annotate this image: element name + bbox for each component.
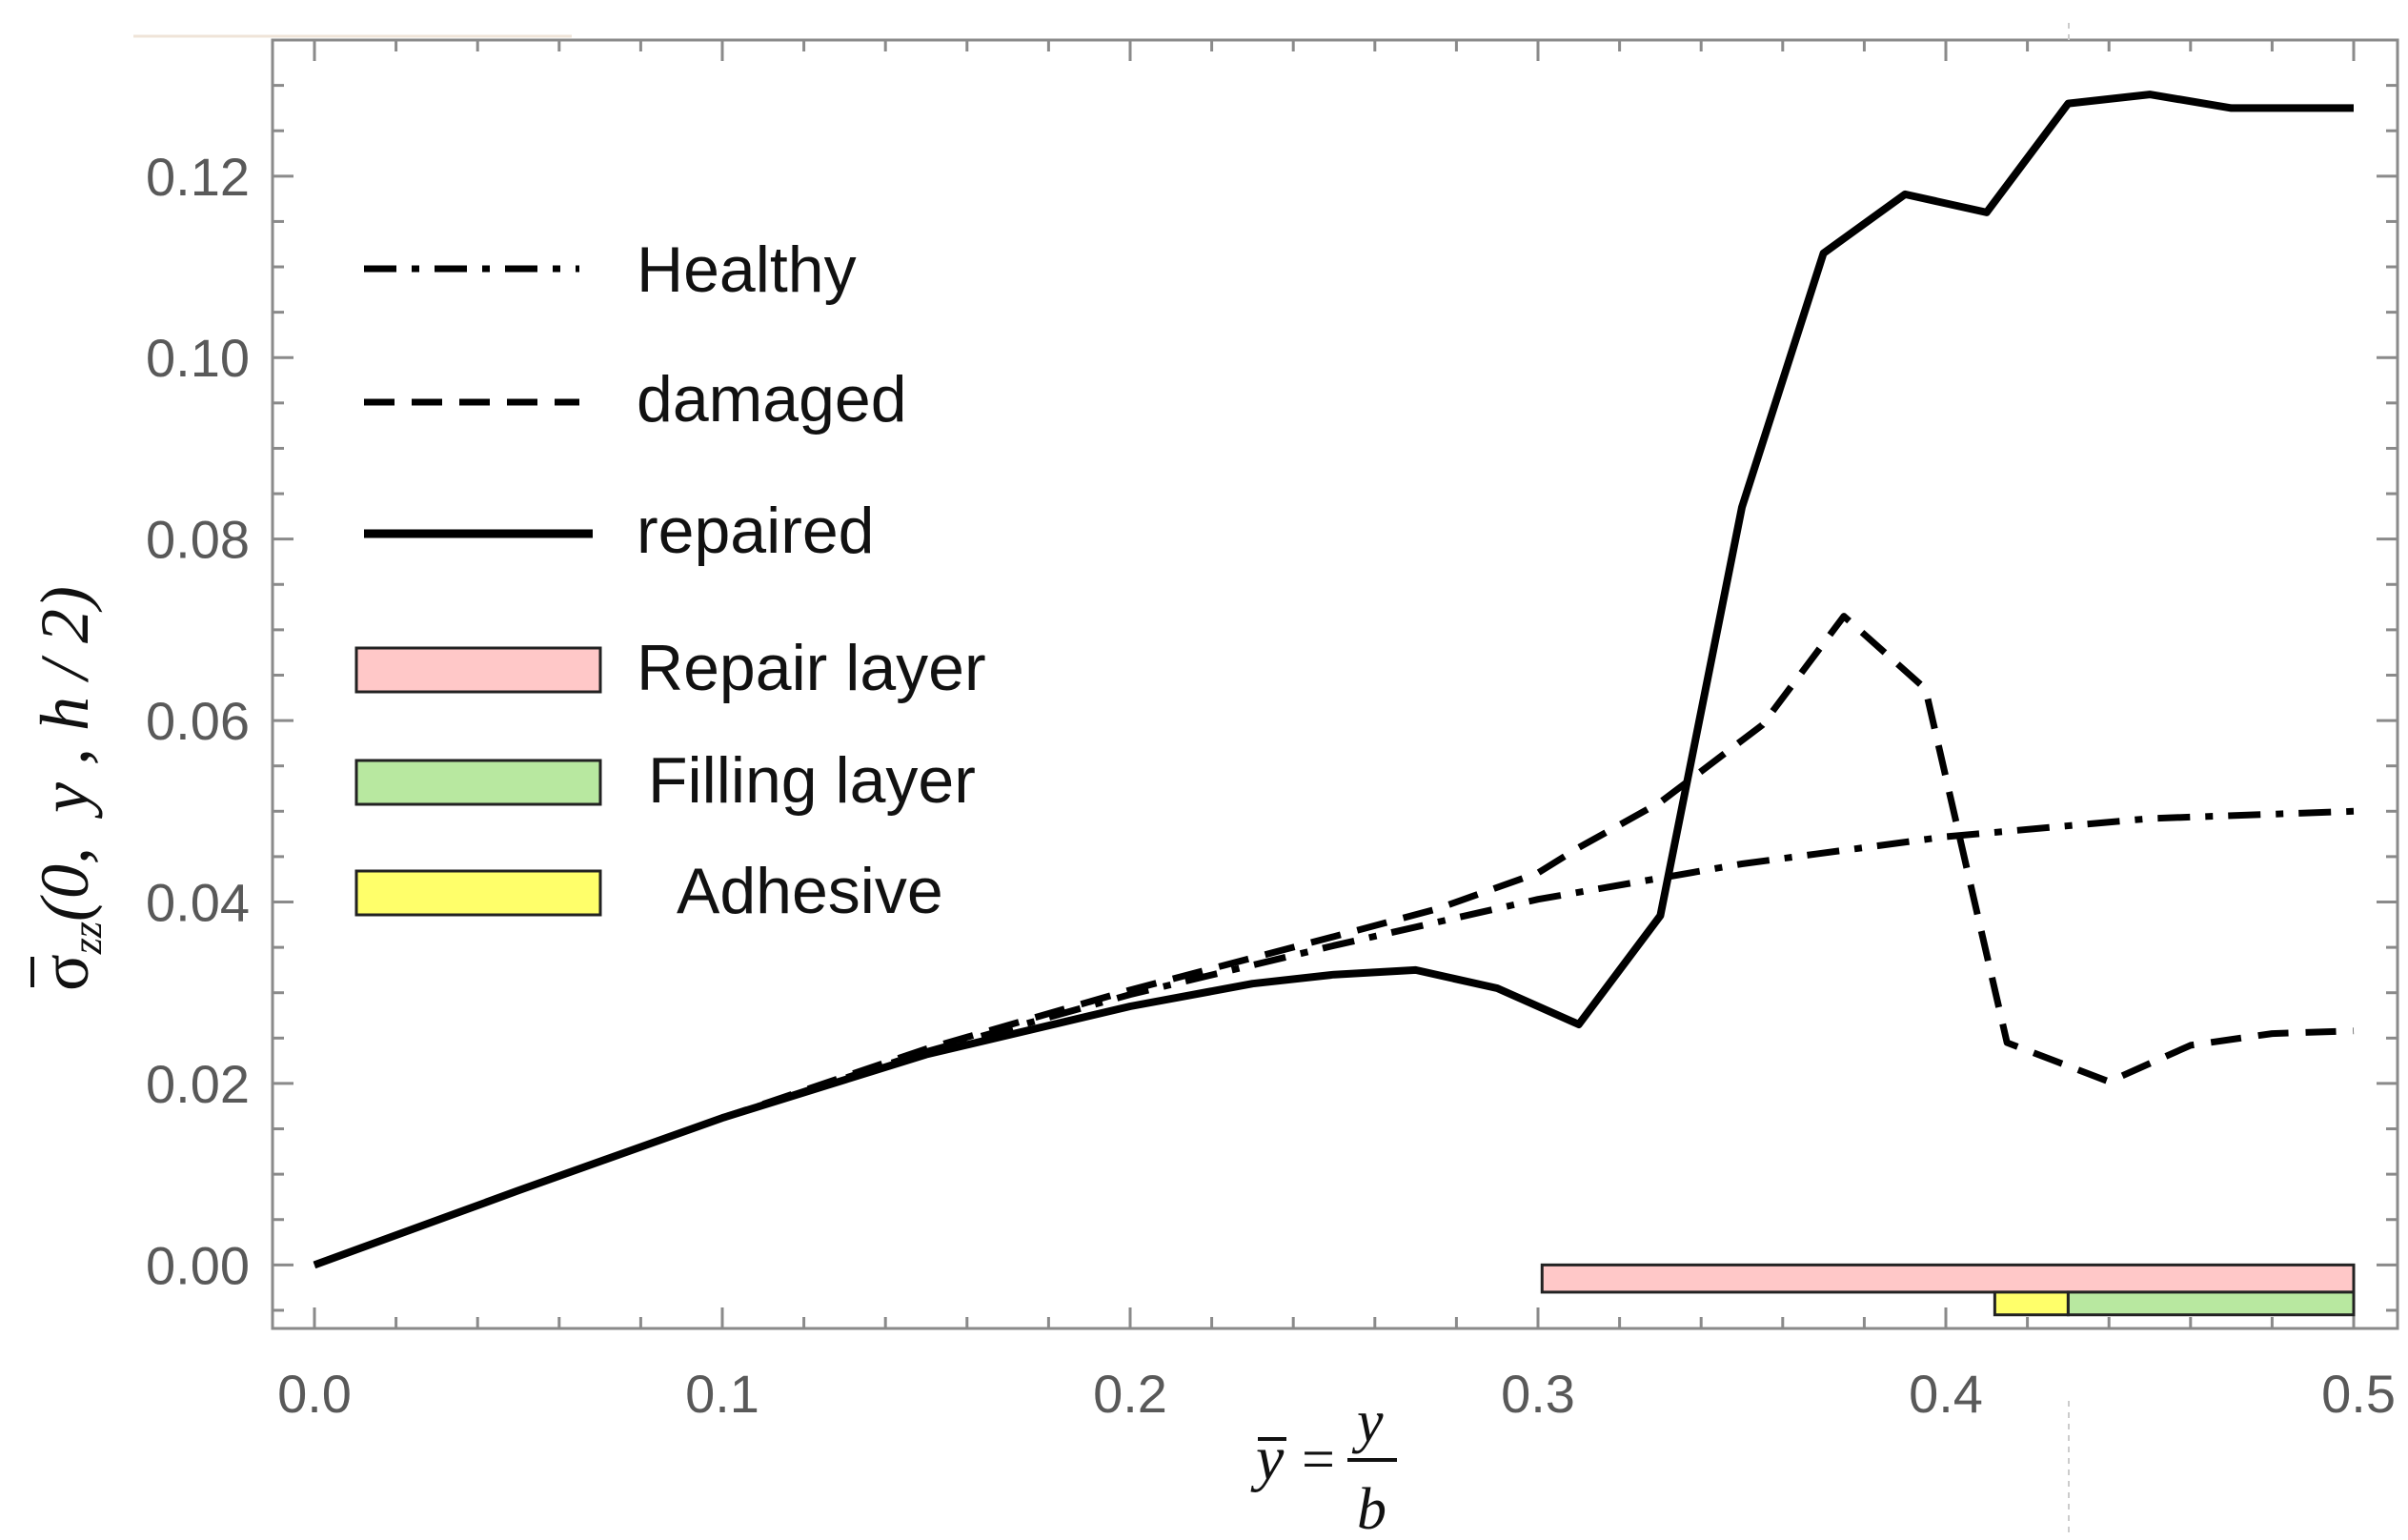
y-tick-labels: 0.00 0.02 0.04 0.06 0.08 0.10 0.12	[146, 147, 250, 1296]
y-tick-label: 0.02	[146, 1054, 250, 1114]
x-label-numerator: y	[1351, 1389, 1384, 1454]
legend-swatch-repair-layer	[354, 646, 602, 694]
x-tick-label: 0.5	[2321, 1364, 2396, 1424]
band-adhesive	[1993, 1290, 2070, 1317]
x-tick-label: 0.2	[1093, 1364, 1167, 1424]
series-lines	[313, 91, 2355, 1269]
x-label-lhs: y	[1250, 1424, 1285, 1493]
x-label-equals: =	[1302, 1428, 1335, 1492]
y-tick-label: 0.00	[146, 1235, 250, 1295]
axis-ticks	[273, 40, 2398, 1328]
x-tick-labels: 0.0 0.1 0.2 0.3 0.4 0.5	[277, 1364, 2396, 1424]
y-tick-label: 0.08	[146, 510, 250, 570]
x-tick-label: 0.3	[1501, 1364, 1575, 1424]
legend-label-repair-layer: Repair layer	[637, 632, 986, 704]
x-tick-label: 0.4	[1909, 1364, 1983, 1424]
series-line-repaired	[313, 91, 2354, 1269]
y-tick-label: 0.12	[146, 147, 250, 207]
legend: Healthy damaged repaired Repair layer Fi…	[354, 233, 986, 927]
y-tick-label: 0.10	[146, 328, 250, 388]
band-repair-layer	[1540, 1263, 2356, 1294]
legend-swatch-adhesive	[354, 869, 602, 917]
y-label-args: (0, y , h / 2)	[27, 586, 103, 922]
legend-label-adhesive: Adhesive	[677, 855, 943, 927]
svg-text:σzz(0, y , h / 2): σzz(0, y , h / 2)	[27, 586, 111, 991]
x-tick-label: 0.1	[685, 1364, 759, 1424]
y-label-sigma: σ	[27, 954, 103, 991]
legend-label-damaged: damaged	[637, 363, 907, 436]
legend-label-repaired: repaired	[637, 495, 875, 567]
y-label-subscript: zz	[64, 922, 111, 955]
plot-frame	[271, 38, 2399, 1330]
legend-label-healthy: Healthy	[637, 233, 857, 306]
x-tick-label: 0.0	[277, 1364, 352, 1424]
x-axis-label: y = y b	[1250, 1389, 1397, 1540]
x-label-denominator: b	[1357, 1477, 1386, 1540]
band-filling-layer	[2066, 1290, 2356, 1317]
y-axis-label: σzz(0, y , h / 2)	[27, 586, 111, 991]
series-line-damaged	[313, 613, 2355, 1268]
legend-swatch-filling-layer	[354, 759, 602, 806]
y-tick-label: 0.04	[146, 873, 250, 933]
legend-label-filling-layer: Filling layer	[648, 744, 976, 817]
y-tick-label: 0.06	[146, 691, 250, 751]
series-line-healthy	[313, 807, 2355, 1268]
layer-bands	[1540, 1263, 2356, 1317]
